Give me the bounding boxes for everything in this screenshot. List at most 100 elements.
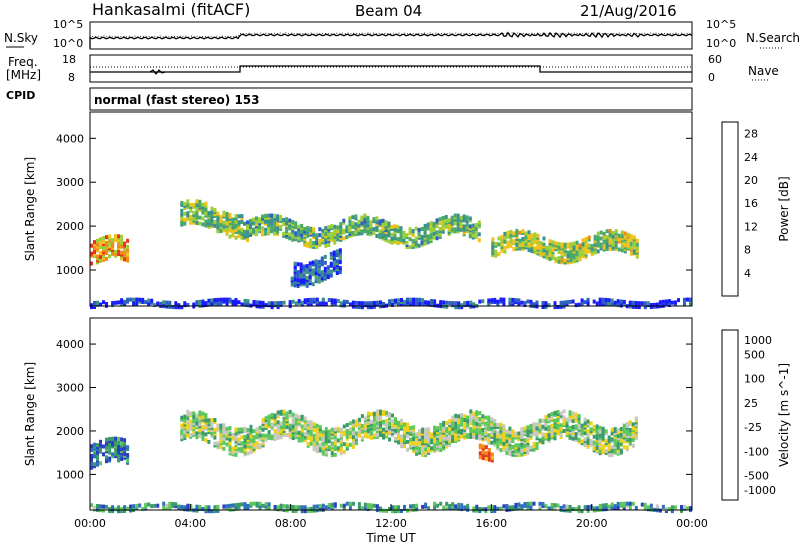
heatmap-cell (445, 426, 449, 431)
heatmap-cell (105, 241, 108, 246)
heatmap-cell (126, 506, 130, 511)
heatmap-cell (264, 227, 268, 232)
heatmap-cell (342, 449, 346, 454)
heatmap-cell (225, 227, 229, 232)
heatmap-cell (472, 506, 476, 511)
heatmap-cell (246, 299, 250, 304)
heatmap-cell (478, 422, 482, 427)
heatmap-cell (195, 300, 199, 305)
heatmap-cell (228, 447, 232, 452)
heatmap-cell (643, 301, 647, 306)
heatmap-cell (315, 423, 319, 428)
heatmap-cell (309, 506, 313, 511)
heatmap-cell (303, 424, 307, 429)
heatmap-cell (496, 422, 500, 427)
heatmap-cell (469, 413, 473, 418)
heatmap-cell (321, 232, 325, 237)
heatmap-cell (430, 303, 434, 307)
heatmap-cell (201, 216, 205, 221)
heatmap-cell (390, 236, 394, 241)
heatmap-cell (598, 449, 602, 454)
heatmap-cell (556, 305, 560, 309)
heatmap-cell (249, 428, 253, 433)
heatmap-cell (309, 238, 313, 243)
y-axis-label: Slant Range [km] (23, 362, 37, 466)
heatmap-cell (207, 439, 211, 444)
heatmap-cell (415, 297, 419, 302)
heatmap-cell (542, 236, 546, 241)
heatmap-cell (664, 299, 668, 304)
heatmap-cell (477, 232, 481, 237)
heatmap-cell (189, 433, 193, 437)
heatmap-cell (90, 251, 93, 256)
heatmap-cell (414, 226, 418, 231)
heatmap-cell (557, 242, 561, 246)
heatmap-cell (276, 505, 280, 510)
heatmap-cell (252, 429, 256, 434)
heatmap-cell (369, 305, 373, 310)
heatmap-cell (315, 241, 319, 246)
heatmap-cell (478, 299, 482, 304)
heatmap-cell (338, 266, 342, 271)
heatmap-cell (123, 257, 127, 262)
heatmap-cell (105, 445, 108, 450)
freq-trace (90, 65, 692, 73)
heatmap-cell (120, 234, 124, 239)
heatmap-cell (314, 271, 318, 276)
heatmap-cell (183, 301, 187, 306)
heatmap-cell (231, 503, 235, 508)
heatmap-cell (312, 433, 316, 438)
colorbar-tick-label: 500 (744, 348, 765, 361)
heatmap-cell (400, 298, 403, 302)
x-tick-label: 00:00 (74, 517, 106, 530)
heatmap-cell (438, 221, 442, 226)
heatmap-cell (471, 223, 475, 228)
heatmap-cell (252, 300, 256, 304)
heatmap-cell (327, 298, 331, 302)
heatmap-cell (487, 298, 491, 303)
heatmap-cell (658, 508, 662, 513)
heatmap-cell (451, 427, 455, 432)
heatmap-cell (357, 301, 361, 306)
heatmap-cell (613, 427, 617, 432)
heatmap-cell (430, 299, 434, 303)
heatmap-cell (279, 429, 283, 434)
heatmap-cell (557, 249, 561, 254)
heatmap-cell (550, 502, 554, 507)
heatmap-cell (276, 214, 280, 219)
heatmap-cell (315, 504, 319, 509)
heatmap-cell (664, 507, 668, 512)
heatmap-cell (354, 304, 358, 309)
heatmap-cell (547, 417, 551, 422)
heatmap-cell (432, 231, 436, 236)
heatmap-cell (487, 433, 491, 438)
heatmap-cell (96, 454, 99, 459)
heatmap-cell (267, 219, 271, 224)
heatmap-cell (296, 278, 300, 283)
heatmap-cell (333, 447, 337, 451)
heatmap-cell (177, 504, 181, 509)
heatmap-cell (324, 434, 328, 439)
heatmap-cell (508, 297, 512, 302)
heatmap-cells-power (90, 199, 692, 310)
heatmap-cell (475, 429, 479, 434)
nave-tick-bottom: 0 (708, 71, 715, 84)
heatmap-cell (433, 303, 437, 308)
heatmap-cell (291, 505, 295, 509)
heatmap-cell (303, 298, 307, 303)
heatmap-cell (189, 208, 193, 213)
heatmap-cell (433, 431, 437, 436)
heatmap-cell (487, 505, 491, 510)
heatmap-cell (96, 450, 99, 455)
station-title: Hankasalmi (fitACF) (92, 0, 251, 19)
heatmap-cell (608, 246, 612, 251)
heatmap-cell (450, 227, 454, 232)
heatmap-cell (354, 226, 358, 231)
heatmap-cell (634, 301, 638, 305)
heatmap-cell (634, 305, 638, 309)
heatmap-cell (363, 213, 367, 218)
heatmap-cell (273, 437, 277, 441)
heatmap-cell (276, 226, 280, 231)
heatmap-cell (655, 504, 659, 509)
heatmap-cell (195, 413, 199, 418)
